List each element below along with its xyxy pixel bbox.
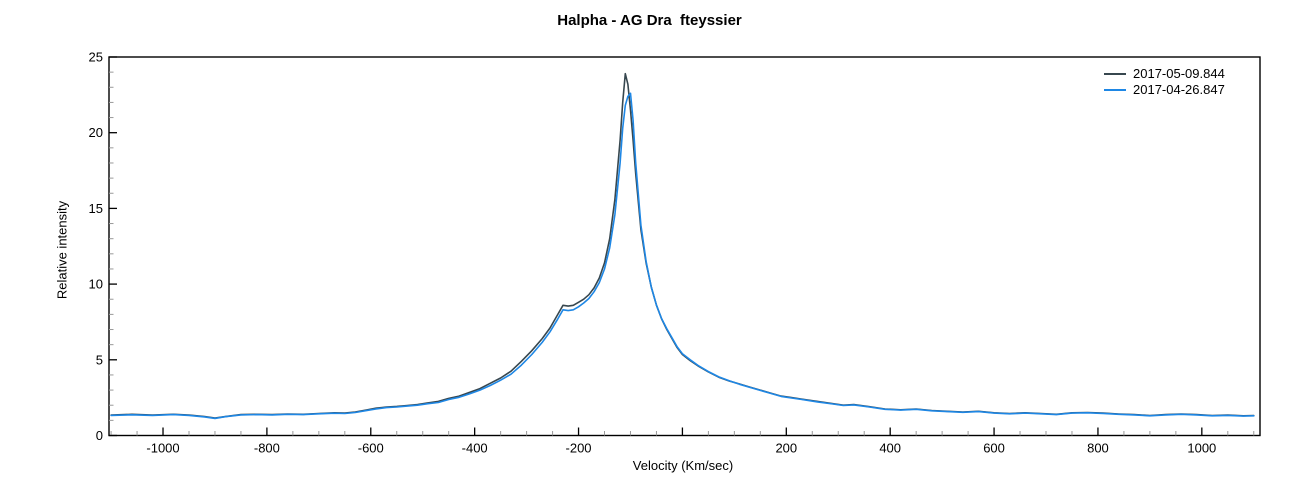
series-1-line-swatch	[1104, 73, 1126, 75]
x-axis-title: Velocity (Km/sec)	[632, 458, 734, 473]
series-1-label: 2017-05-09.844	[1133, 66, 1225, 81]
x-tick-label: -1000	[146, 441, 179, 456]
legend-item: 2017-04-26.847	[1104, 82, 1225, 98]
y-tick-label: 10	[89, 277, 103, 292]
x-tick-label: -200	[566, 441, 592, 456]
y-tick-label: 15	[89, 201, 103, 216]
series-2-line-swatch	[1104, 89, 1126, 91]
y-tick-label: 25	[89, 50, 103, 65]
series-line-1	[110, 72, 1255, 419]
series-line-2	[110, 92, 1255, 420]
x-tick-label: 600	[983, 441, 1005, 456]
x-tick-label: 1000	[1187, 441, 1216, 456]
x-tick-label: 400	[879, 441, 901, 456]
chart-title: Halpha - AG Dra fteyssier	[557, 12, 742, 29]
legend: 2017-05-09.844 2017-04-26.847	[1104, 66, 1225, 98]
x-tick-label: 200	[775, 441, 797, 456]
legend-item: 2017-05-09.844	[1104, 66, 1225, 82]
x-tick-label: 800	[1087, 441, 1109, 456]
x-tick-label: -800	[254, 441, 280, 456]
plot-frame	[108, 56, 1261, 437]
y-tick-label: 20	[89, 125, 103, 140]
x-tick-label: -600	[358, 441, 384, 456]
x-tick-label: -400	[462, 441, 488, 456]
y-tick-label: 5	[96, 352, 103, 367]
y-tick-label: 0	[96, 428, 103, 443]
series-2-label: 2017-04-26.847	[1133, 82, 1225, 97]
